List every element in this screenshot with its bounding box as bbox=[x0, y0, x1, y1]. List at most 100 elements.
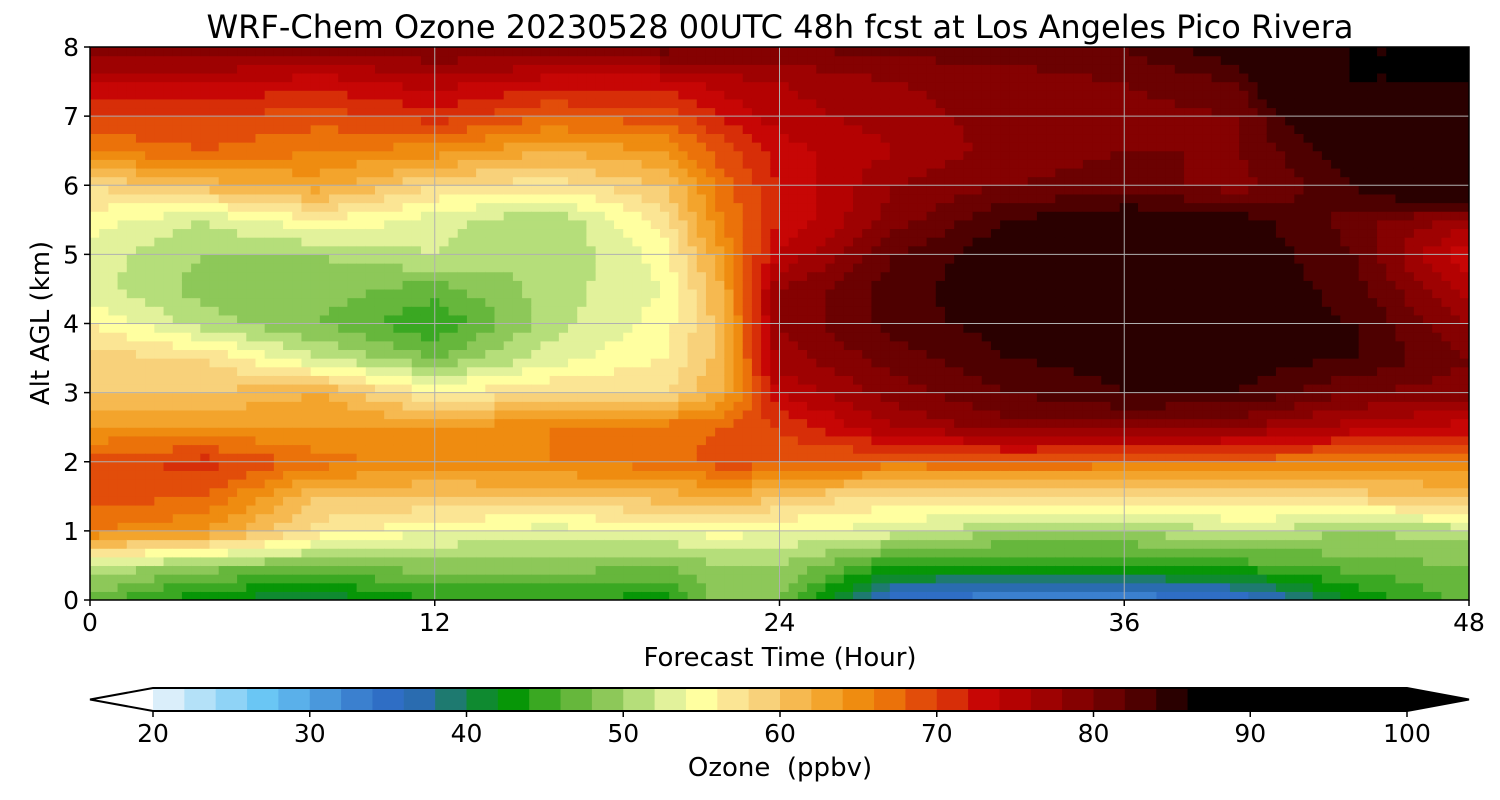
heatmap-cell bbox=[797, 219, 808, 230]
heatmap-cell bbox=[301, 539, 312, 549]
heatmap-cell bbox=[163, 340, 174, 351]
heatmap-cell bbox=[319, 435, 330, 446]
heatmap-cell bbox=[356, 81, 367, 91]
heatmap-cell bbox=[117, 193, 128, 204]
heatmap-cell bbox=[273, 530, 284, 541]
heatmap-cell bbox=[347, 366, 358, 376]
heatmap-cell bbox=[90, 582, 100, 592]
heatmap-cell bbox=[669, 167, 679, 178]
heatmap-cell bbox=[154, 90, 165, 100]
heatmap-cell bbox=[586, 401, 597, 411]
heatmap-cell bbox=[705, 47, 716, 57]
heatmap-cell bbox=[384, 297, 394, 307]
heatmap-cell bbox=[145, 228, 155, 238]
heatmap-cell bbox=[402, 349, 413, 359]
heatmap-cell bbox=[604, 98, 615, 109]
heatmap-cell bbox=[384, 513, 394, 523]
heatmap-cell bbox=[733, 427, 744, 437]
heatmap-cell bbox=[191, 461, 201, 471]
heatmap-cell bbox=[623, 470, 634, 480]
heatmap-cell bbox=[595, 470, 606, 480]
heatmap-cell bbox=[448, 574, 459, 584]
heatmap-cell bbox=[90, 470, 100, 480]
heatmap-cell bbox=[227, 107, 238, 117]
heatmap-cell bbox=[779, 167, 790, 178]
heatmap-cell bbox=[761, 306, 771, 316]
heatmap-cell bbox=[614, 582, 624, 592]
heatmap-cell bbox=[356, 444, 367, 454]
heatmap-cell bbox=[779, 254, 790, 264]
heatmap-cell bbox=[273, 513, 284, 523]
heatmap-cell bbox=[237, 340, 247, 351]
heatmap-cell bbox=[788, 202, 799, 212]
heatmap-cell bbox=[310, 254, 321, 264]
heatmap-cell bbox=[696, 228, 707, 238]
heatmap-cell bbox=[319, 496, 330, 506]
heatmap-cell bbox=[420, 297, 431, 307]
heatmap-cell bbox=[595, 81, 606, 91]
heatmap-cell bbox=[531, 90, 542, 100]
heatmap-cell bbox=[485, 90, 496, 100]
heatmap-cell bbox=[678, 159, 689, 169]
heatmap-cell bbox=[568, 271, 578, 281]
heatmap-cell bbox=[218, 263, 229, 273]
heatmap-cell bbox=[246, 582, 257, 592]
heatmap-cell bbox=[797, 504, 808, 515]
heatmap-cell bbox=[163, 409, 174, 420]
heatmap-cell bbox=[466, 332, 477, 342]
heatmap-cell bbox=[650, 444, 661, 454]
heatmap-cell bbox=[209, 444, 220, 454]
heatmap-cell bbox=[577, 418, 588, 428]
heatmap-cell bbox=[319, 453, 330, 463]
heatmap-cell bbox=[319, 556, 330, 567]
heatmap-cell bbox=[531, 479, 542, 489]
heatmap-cell bbox=[117, 72, 128, 83]
heatmap-cell bbox=[457, 504, 468, 515]
heatmap-cell bbox=[365, 444, 376, 454]
heatmap-cell bbox=[402, 513, 413, 523]
heatmap-cell bbox=[549, 323, 560, 333]
heatmap-cell bbox=[724, 280, 735, 290]
heatmap-cell bbox=[715, 263, 725, 273]
heatmap-cell bbox=[797, 185, 808, 195]
heatmap-cell bbox=[384, 435, 394, 446]
heatmap-cell bbox=[770, 375, 781, 385]
heatmap-cell bbox=[577, 98, 588, 109]
heatmap-cell bbox=[705, 116, 716, 126]
heatmap-cell bbox=[338, 366, 349, 376]
heatmap-cell bbox=[669, 565, 679, 575]
heatmap-cell bbox=[623, 427, 634, 437]
heatmap-cell bbox=[163, 219, 174, 230]
heatmap-cell bbox=[797, 522, 808, 532]
heatmap-cell bbox=[411, 435, 422, 446]
heatmap-cell bbox=[145, 64, 155, 74]
heatmap-cell bbox=[549, 90, 560, 100]
heatmap-cell bbox=[200, 375, 211, 385]
heatmap-cell bbox=[200, 340, 211, 351]
heatmap-cell bbox=[659, 176, 670, 186]
heatmap-cell bbox=[393, 513, 404, 523]
heatmap-cell bbox=[448, 288, 459, 299]
heatmap-cell bbox=[420, 98, 431, 109]
heatmap-cell bbox=[485, 375, 496, 385]
heatmap-cell bbox=[457, 418, 468, 428]
heatmap-cell bbox=[687, 47, 698, 57]
heatmap-cell bbox=[255, 314, 266, 325]
heatmap-cell bbox=[246, 427, 257, 437]
heatmap-cell bbox=[650, 288, 661, 299]
heatmap-cell bbox=[181, 107, 192, 117]
heatmap-cell bbox=[476, 444, 486, 454]
heatmap-cell bbox=[227, 237, 238, 247]
heatmap-cell bbox=[154, 254, 165, 264]
heatmap-cell bbox=[374, 228, 385, 238]
heatmap-cell bbox=[650, 366, 661, 376]
heatmap-cell bbox=[457, 64, 468, 74]
heatmap-cell bbox=[632, 504, 643, 515]
heatmap-cell bbox=[448, 332, 459, 342]
heatmap-cell bbox=[154, 409, 165, 420]
heatmap-cell bbox=[788, 565, 799, 575]
heatmap-cell bbox=[218, 280, 229, 290]
heatmap-cell bbox=[126, 306, 137, 316]
heatmap-cell bbox=[227, 47, 238, 57]
heatmap-cell bbox=[356, 349, 367, 359]
